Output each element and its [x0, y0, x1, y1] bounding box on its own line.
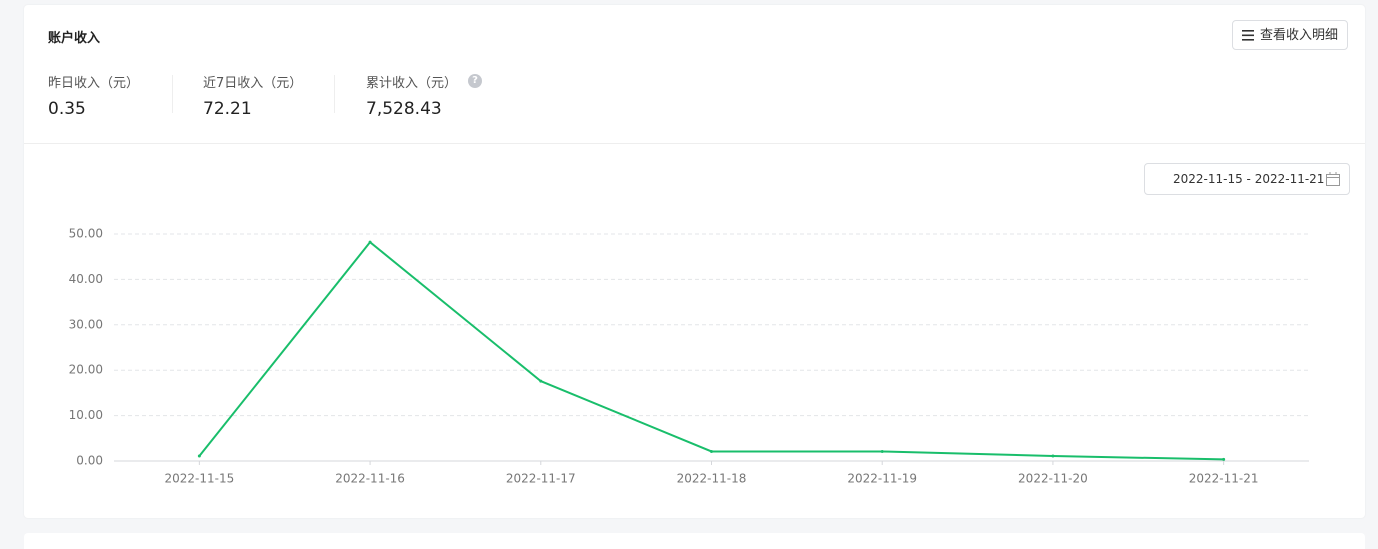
stat-value: 72.21 [203, 99, 252, 119]
point [539, 379, 543, 383]
x-tick-label: 2022-11-17 [506, 472, 576, 486]
stat-label: 昨日收入（元） [48, 76, 140, 91]
date-picker[interactable]: 2022-11-15 - 2022-11-21 [1144, 163, 1350, 195]
date-range: 2022-11-15 - 2022-11-21 [1173, 172, 1325, 186]
point [197, 454, 201, 458]
divider [24, 143, 1365, 144]
help-icon[interactable]: ? [468, 74, 482, 88]
stat: 近7日收入（元） 72.21 [203, 72, 302, 119]
card-title: 账户收入 [48, 31, 101, 46]
point [368, 240, 372, 244]
point [1051, 454, 1055, 458]
stat-value: 0.35 [48, 99, 86, 119]
point [710, 449, 713, 453]
detail-button[interactable]: 查看收入明细 [1232, 20, 1348, 50]
y-tick-label: 50.00 [69, 227, 103, 241]
y-tick-label: 10.00 [69, 408, 103, 422]
y-tick-label: 40.00 [69, 272, 103, 286]
stat: 累计收入（元） 7,528.43 [366, 72, 457, 119]
calendar-icon [1326, 172, 1340, 186]
stat-label: 累计收入（元） [366, 76, 458, 91]
menu-icon [1242, 30, 1254, 41]
next-card [24, 533, 1365, 549]
x-tick-label: 2022-11-20 [1018, 472, 1088, 486]
stat: 昨日收入（元） 0.35 [48, 72, 139, 119]
y-tick-label: 20.00 [69, 363, 103, 377]
x-tick-label: 2022-11-16 [335, 472, 405, 486]
x-tick-label: 2022-11-15 [164, 472, 234, 486]
stat-value: 7,528.43 [366, 99, 442, 119]
point [880, 449, 884, 453]
stat-label: 近7日收入（元） [203, 76, 303, 91]
x-tick-label: 2022-11-19 [847, 472, 917, 486]
x-tick-label: 2022-11-21 [1189, 472, 1259, 486]
income-card: 账户收入 查看收入明细 昨日收入（元） 0.35 近7日收入（元） 72.21 … [24, 5, 1365, 518]
separator [172, 75, 173, 113]
button-label: 查看收入明细 [1260, 28, 1339, 43]
y-tick-label: 0.00 [76, 454, 103, 468]
separator [334, 75, 335, 113]
point [1222, 457, 1226, 461]
y-tick-label: 30.00 [69, 317, 103, 331]
x-tick-label: 2022-11-18 [677, 472, 747, 486]
line [198, 240, 1224, 461]
